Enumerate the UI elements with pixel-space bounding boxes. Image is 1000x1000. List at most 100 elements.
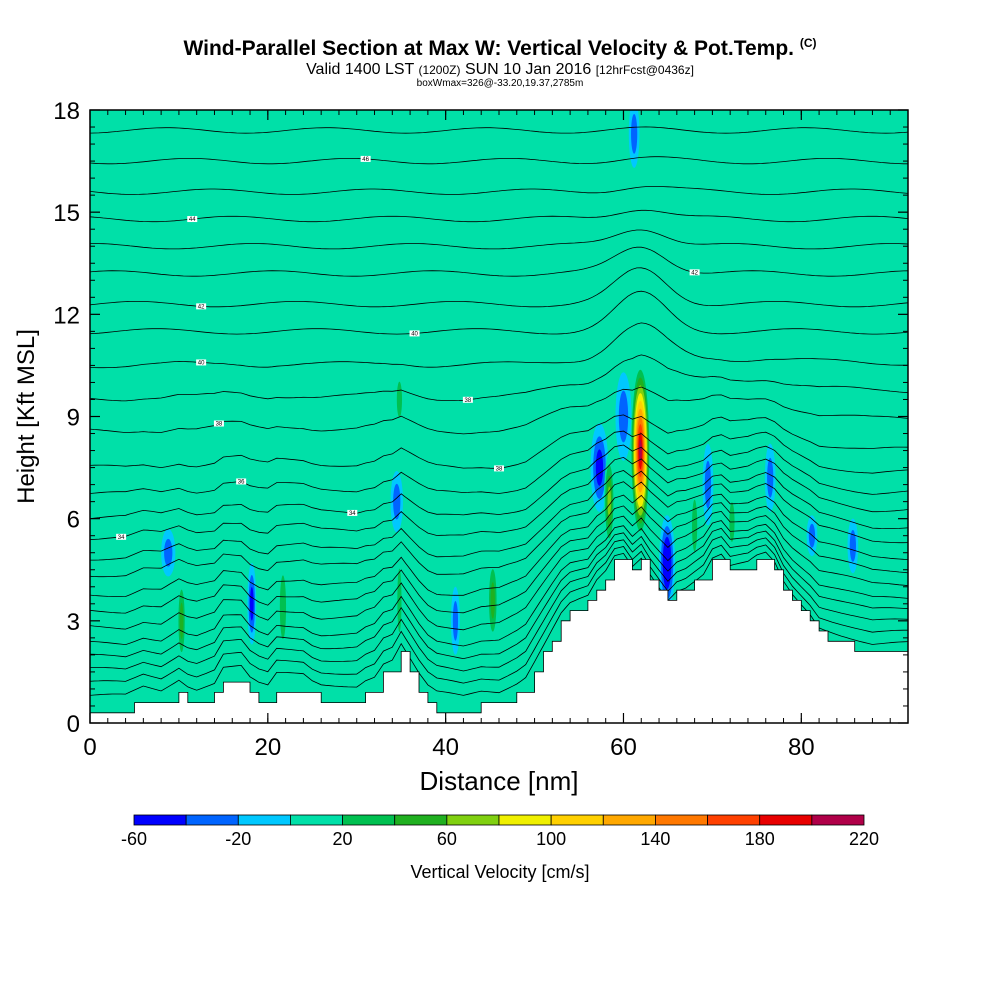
valid-prefix: Valid 1400 LST <box>306 61 414 78</box>
theta-label: 38 <box>216 422 223 428</box>
theta-label-bg <box>196 303 207 310</box>
x-tick-label: 0 <box>83 734 96 761</box>
y-tick-label: 15 <box>53 200 80 227</box>
theta-isoline <box>90 481 908 578</box>
theta-contours: 34 34 36 38 38 38 40 40 42 42 44 46 <box>90 126 908 696</box>
theta-isoline <box>90 126 908 134</box>
theta-isoline <box>90 520 908 647</box>
downdraft-cell <box>659 515 676 611</box>
colorbar-swatch <box>290 814 343 826</box>
theta-isoline <box>90 456 908 541</box>
theta-label-bg <box>360 155 371 162</box>
colorbar-swatch <box>655 814 708 826</box>
theta-isoline <box>90 536 908 672</box>
x-tick-label: 20 <box>254 734 281 761</box>
theta-isoline <box>90 267 908 308</box>
downdraft-cell <box>764 443 776 512</box>
colorbar-tick-label: 180 <box>745 829 775 849</box>
downdraft-cell <box>390 470 403 533</box>
y-axis-label: Height [Kft MSL] <box>13 329 40 504</box>
downdraft-cell <box>590 423 609 512</box>
forecast-tag: [12hrFcst@0436z] <box>595 63 694 77</box>
theta-label-bg <box>347 509 358 516</box>
terrain-mask <box>90 559 908 723</box>
x-tick-label: 60 <box>610 734 637 761</box>
downdraft-cell <box>161 528 176 577</box>
downdraft-cell-level <box>595 449 604 486</box>
chart-title: Wind-Parallel Section at Max W: Vertical… <box>0 36 1000 61</box>
valid-utc: (1200Z) <box>418 63 461 77</box>
theta-label: 36 <box>238 479 245 485</box>
theta-isoline <box>90 430 908 494</box>
theta-label-bg <box>462 396 473 403</box>
box-info: boxWmax=326@-33.20,19.37,2785m <box>416 78 584 89</box>
colorbar-tick-label: 20 <box>333 829 353 849</box>
y-tick-label: 0 <box>67 711 80 738</box>
theta-isoline <box>90 527 908 660</box>
theta-label-bg <box>409 330 420 337</box>
downdraft-cell <box>702 443 714 526</box>
y-tick-label: 18 <box>53 98 80 125</box>
chart-title-tag: (C) <box>799 36 817 50</box>
updraft-cell-level <box>396 381 403 418</box>
updraft-cell-level <box>607 486 611 517</box>
theta-label: 34 <box>349 511 356 517</box>
theta-isoline <box>90 156 908 165</box>
theta-label: 42 <box>198 304 205 310</box>
theta-label-bg <box>494 465 504 472</box>
downdraft-cell-level <box>664 547 670 579</box>
theta-label: 38 <box>465 398 472 404</box>
chart-title-text: Wind-Parallel Section at Max W: Vertical… <box>183 37 794 60</box>
colorbar: -60 -20 20 60 100 140 180 220 <box>121 814 879 849</box>
y-tick-label: 12 <box>53 302 80 329</box>
colorbar-swatch <box>342 814 396 826</box>
downdraft-cell-level <box>249 586 254 621</box>
downdraft-cell-level <box>631 113 638 154</box>
colorbar-tick-label: 140 <box>640 829 670 849</box>
colorbar-tick-label: -20 <box>225 829 251 849</box>
updraft-cell-level <box>279 575 287 639</box>
x-tick-label: 40 <box>432 734 459 761</box>
theta-label-bg <box>689 269 700 276</box>
theta-label-bg <box>213 420 224 427</box>
y-tick-label: 6 <box>67 507 80 534</box>
downdraft-cell <box>247 562 257 645</box>
colorbar-swatch <box>237 814 291 826</box>
theta-isoline <box>90 290 908 335</box>
updraft-cell-level <box>179 602 184 640</box>
theta-label-bg <box>236 478 247 485</box>
downdraft-cell-level <box>618 390 629 443</box>
colorbar-swatch <box>133 814 187 826</box>
colorbar-tick-label: 220 <box>849 829 879 849</box>
downdraft-cell <box>847 518 859 574</box>
updraft-cell-level <box>490 582 495 619</box>
theta-isoline <box>90 510 908 631</box>
downdraft-cell-level <box>704 460 712 509</box>
colorbar-tick-label: 60 <box>437 829 457 849</box>
x-tick-label: 80 <box>788 734 815 761</box>
terrain <box>90 559 908 723</box>
downdraft-cell <box>615 372 632 461</box>
colorbar-swatch <box>394 814 448 826</box>
theta-isoline <box>90 544 908 684</box>
colorbar-swatch <box>602 814 656 826</box>
colorbar-swatch <box>811 814 865 826</box>
theta-label-bg <box>196 359 207 366</box>
colorbar-swatch <box>759 814 813 826</box>
colorbar-swatch <box>498 814 552 826</box>
theta-isoline <box>90 322 908 369</box>
colorbar-swatch <box>550 814 604 826</box>
colorbar-tick-label: -60 <box>121 829 147 849</box>
theta-isoline <box>90 229 908 250</box>
downdraft-cell <box>450 586 460 655</box>
chart-subtitle: Valid 1400 LST (1200Z) SUN 10 Jan 2016 [… <box>0 61 1000 79</box>
updraft-cell <box>603 453 615 550</box>
downdraft-cell <box>628 110 640 168</box>
colorbar-label: Vertical Velocity [cm/s] <box>410 862 590 882</box>
y-tick-label: 3 <box>67 609 80 636</box>
theta-label: 44 <box>189 217 196 223</box>
downdraft-cell-level <box>452 600 459 641</box>
updraft-cell-level <box>638 439 642 462</box>
theta-label-bg <box>187 216 198 223</box>
